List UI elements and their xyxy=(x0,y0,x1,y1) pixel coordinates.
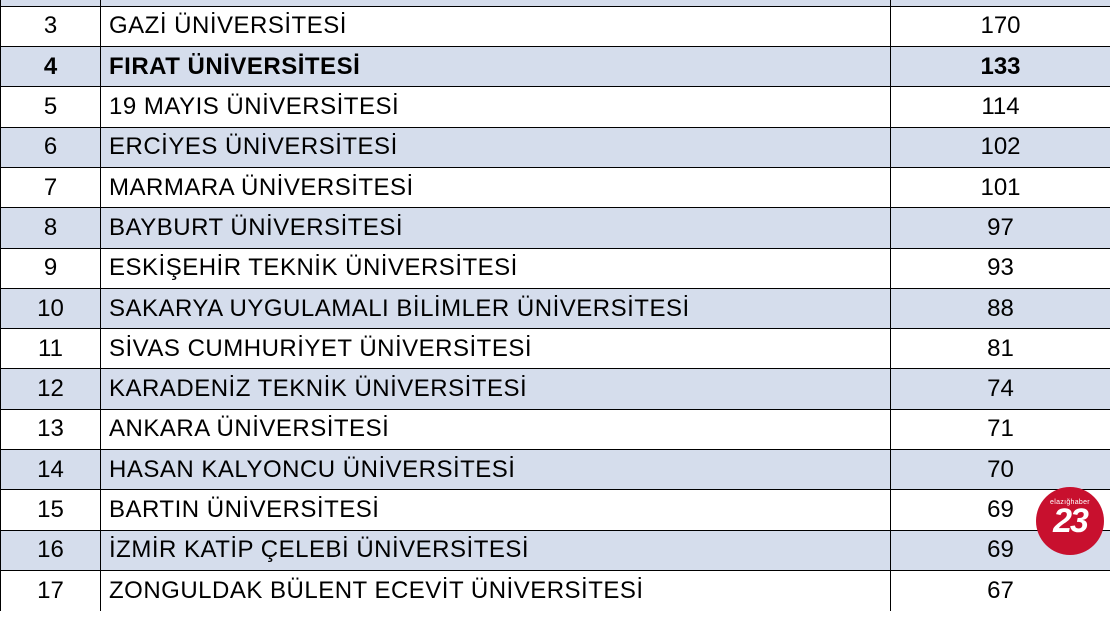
name-cell: ERCİYES ÜNİVERSİTESİ xyxy=(101,127,891,167)
name-cell: ANKARA ÜNİVERSİTESİ xyxy=(101,409,891,449)
table-row: 3GAZİ ÜNİVERSİTESİ170 xyxy=(1,6,1110,46)
name-cell: KARADENİZ TEKNİK ÜNİVERSİTESİ xyxy=(101,369,891,409)
logo-small-text: elazığhaber xyxy=(1050,499,1090,506)
table-row: 11SİVAS CUMHURİYET ÜNİVERSİTESİ81 xyxy=(1,329,1110,369)
table-row: 17ZONGULDAK BÜLENT ECEVİT ÜNİVERSİTESİ67 xyxy=(1,570,1110,610)
rank-cell: 9 xyxy=(1,248,101,288)
value-cell: 67 xyxy=(891,570,1110,610)
university-ranking-table: 23GAZİ ÜNİVERSİTESİ1704FIRAT ÜNİVERSİTES… xyxy=(0,0,1110,611)
value-cell: 74 xyxy=(891,369,1110,409)
rank-cell: 11 xyxy=(1,329,101,369)
table-row: 16İZMİR KATİP ÇELEBİ ÜNİVERSİTESİ69 xyxy=(1,530,1110,570)
name-cell: SAKARYA UYGULAMALI BİLİMLER ÜNİVERSİTESİ xyxy=(101,288,891,328)
rank-cell: 7 xyxy=(1,167,101,207)
value-cell: 81 xyxy=(891,329,1110,369)
rank-cell: 14 xyxy=(1,450,101,490)
table-row: 15BARTIN ÜNİVERSİTESİ69 xyxy=(1,490,1110,530)
rank-cell: 13 xyxy=(1,409,101,449)
value-cell: 170 xyxy=(891,6,1110,46)
rank-cell: 5 xyxy=(1,87,101,127)
table-row: 8BAYBURT ÜNİVERSİTESİ97 xyxy=(1,208,1110,248)
name-cell: MARMARA ÜNİVERSİTESİ xyxy=(101,167,891,207)
name-cell: ZONGULDAK BÜLENT ECEVİT ÜNİVERSİTESİ xyxy=(101,570,891,610)
rank-cell: 6 xyxy=(1,127,101,167)
rank-cell: 12 xyxy=(1,369,101,409)
name-cell: GAZİ ÜNİVERSİTESİ xyxy=(101,6,891,46)
table-row: 9ESKİŞEHİR TEKNİK ÜNİVERSİTESİ93 xyxy=(1,248,1110,288)
name-cell: ESKİŞEHİR TEKNİK ÜNİVERSİTESİ xyxy=(101,248,891,288)
name-cell: 19 MAYIS ÜNİVERSİTESİ xyxy=(101,87,891,127)
name-cell: SİVAS CUMHURİYET ÜNİVERSİTESİ xyxy=(101,329,891,369)
value-cell: 133 xyxy=(891,47,1110,87)
value-cell: 70 xyxy=(891,450,1110,490)
rank-cell: 8 xyxy=(1,208,101,248)
value-cell: 97 xyxy=(891,208,1110,248)
name-cell: HASAN KALYONCU ÜNİVERSİTESİ xyxy=(101,450,891,490)
name-cell: İZMİR KATİP ÇELEBİ ÜNİVERSİTESİ xyxy=(101,530,891,570)
table-row: 4FIRAT ÜNİVERSİTESİ133 xyxy=(1,47,1110,87)
name-cell: FIRAT ÜNİVERSİTESİ xyxy=(101,47,891,87)
rank-cell: 3 xyxy=(1,6,101,46)
logo-number: 23 xyxy=(1053,504,1087,538)
name-cell: BARTIN ÜNİVERSİTESİ xyxy=(101,490,891,530)
name-cell: BAYBURT ÜNİVERSİTESİ xyxy=(101,208,891,248)
rank-cell: 15 xyxy=(1,490,101,530)
source-logo: elazığhaber 23 xyxy=(1036,487,1104,555)
rank-cell: 10 xyxy=(1,288,101,328)
value-cell: 101 xyxy=(891,167,1110,207)
rank-cell: 17 xyxy=(1,570,101,610)
value-cell: 93 xyxy=(891,248,1110,288)
table-row: 6ERCİYES ÜNİVERSİTESİ102 xyxy=(1,127,1110,167)
table-row: 12KARADENİZ TEKNİK ÜNİVERSİTESİ74 xyxy=(1,369,1110,409)
table-row: 519 MAYIS ÜNİVERSİTESİ114 xyxy=(1,87,1110,127)
table-row: 10SAKARYA UYGULAMALI BİLİMLER ÜNİVERSİTE… xyxy=(1,288,1110,328)
rank-cell: 4 xyxy=(1,47,101,87)
table-row: 13ANKARA ÜNİVERSİTESİ71 xyxy=(1,409,1110,449)
rank-cell: 16 xyxy=(1,530,101,570)
value-cell: 71 xyxy=(891,409,1110,449)
value-cell: 114 xyxy=(891,87,1110,127)
value-cell: 88 xyxy=(891,288,1110,328)
table-row: 14HASAN KALYONCU ÜNİVERSİTESİ70 xyxy=(1,450,1110,490)
value-cell: 102 xyxy=(891,127,1110,167)
table-row: 7MARMARA ÜNİVERSİTESİ101 xyxy=(1,167,1110,207)
